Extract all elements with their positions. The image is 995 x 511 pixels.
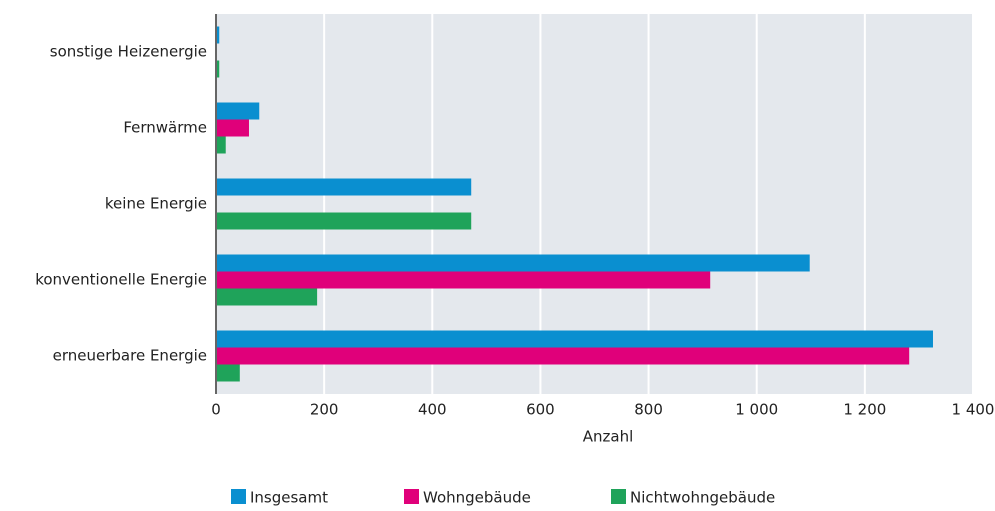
legend-label: Insgesamt: [250, 489, 328, 507]
x-tick-label: 1 000: [735, 401, 778, 419]
bar: [216, 102, 260, 120]
y-tick-label: Fernwärme: [123, 119, 207, 137]
x-tick-label: 200: [310, 401, 339, 419]
bar: [216, 364, 240, 382]
bar: [216, 347, 910, 365]
legend-swatch: [611, 489, 626, 504]
bar: [216, 288, 318, 306]
x-tick-label: 400: [418, 401, 447, 419]
legend-label: Wohngebäude: [423, 489, 531, 507]
x-tick-label: 1 200: [843, 401, 886, 419]
bar: [216, 178, 472, 196]
y-tick-label: sonstige Heizenergie: [50, 43, 207, 61]
bar: [216, 136, 226, 154]
x-axis-label: Anzahl: [583, 428, 634, 446]
y-tick-label: keine Energie: [105, 195, 207, 213]
bar: [216, 271, 711, 289]
bar: [216, 26, 220, 44]
x-tick-label: 600: [526, 401, 555, 419]
y-tick-label: konventionelle Energie: [35, 271, 207, 289]
x-tick-label: 800: [634, 401, 663, 419]
bar: [216, 212, 472, 230]
legend-swatch: [231, 489, 246, 504]
bar: [216, 60, 220, 78]
legend-swatch: [404, 489, 419, 504]
legend-label: Nichtwohngebäude: [630, 489, 775, 507]
y-tick-label: erneuerbare Energie: [53, 347, 207, 365]
x-tick-label: 1 400: [952, 401, 995, 419]
bar: [216, 254, 810, 272]
bar: [216, 119, 249, 137]
x-tick-label: 0: [211, 401, 221, 419]
bar: [216, 330, 933, 348]
